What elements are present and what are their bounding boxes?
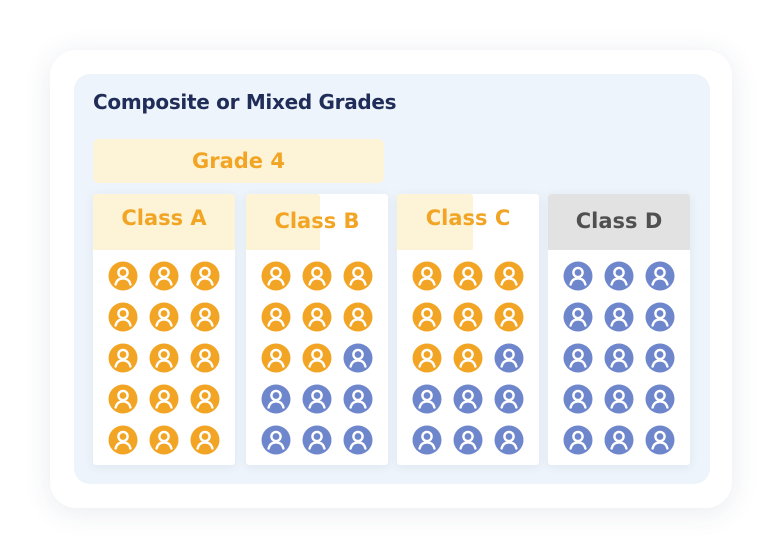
class-d-card: Class D: [548, 194, 690, 465]
person-icon: [412, 343, 442, 373]
person-icon: [261, 343, 291, 373]
person-icon: [190, 425, 220, 455]
person-icon: [261, 261, 291, 291]
person-icon: [453, 302, 483, 332]
person-icon: [412, 425, 442, 455]
class-b-header: [246, 194, 320, 250]
person-icon: [645, 302, 675, 332]
person-icon: [453, 425, 483, 455]
person-icon: [108, 261, 138, 291]
person-icon: [149, 384, 179, 414]
person-icon: [604, 302, 634, 332]
person-icon: [343, 302, 373, 332]
person-icon: [149, 302, 179, 332]
person-icon: [645, 343, 675, 373]
person-icon: [494, 384, 524, 414]
person-icon: [149, 343, 179, 373]
person-icon: [343, 384, 373, 414]
class-a-header: [93, 194, 235, 250]
person-icon: [563, 384, 593, 414]
class-c-label: Class C: [425, 206, 511, 230]
diagram-title: Composite or Mixed Grades: [93, 90, 397, 114]
person-icon: [149, 425, 179, 455]
person-icon: [563, 343, 593, 373]
person-icon: [494, 425, 524, 455]
person-icon: [343, 261, 373, 291]
person-icon: [453, 261, 483, 291]
person-icon: [604, 343, 634, 373]
person-icon: [494, 343, 524, 373]
grade-4-banner: Grade 4: [93, 139, 384, 183]
person-icon: [412, 302, 442, 332]
person-icon: [302, 343, 332, 373]
person-icon: [563, 302, 593, 332]
person-icon: [108, 425, 138, 455]
person-icon: [302, 425, 332, 455]
person-icon: [302, 261, 332, 291]
person-icon: [190, 343, 220, 373]
person-icon: [261, 302, 291, 332]
class-d-label: Class D: [575, 209, 663, 233]
person-icon: [149, 261, 179, 291]
person-icon: [453, 343, 483, 373]
person-icon: [494, 302, 524, 332]
person-icon: [190, 302, 220, 332]
class-a-label: Class A: [121, 206, 207, 230]
person-icon: [190, 384, 220, 414]
person-icon: [302, 302, 332, 332]
person-icon: [190, 261, 220, 291]
class-d-header: [548, 194, 690, 250]
class-a-card: Class A: [93, 194, 235, 465]
person-icon: [412, 384, 442, 414]
class-b-card: Class B: [246, 194, 388, 465]
person-icon: [261, 384, 291, 414]
person-icon: [261, 425, 291, 455]
class-b-label: Class B: [274, 209, 360, 233]
person-icon: [108, 302, 138, 332]
class-c-card: Class C: [397, 194, 539, 465]
person-icon: [302, 384, 332, 414]
person-icon: [343, 343, 373, 373]
person-icon: [108, 384, 138, 414]
class-c-header: [397, 194, 473, 250]
person-icon: [563, 425, 593, 455]
person-icon: [494, 261, 524, 291]
person-icon: [604, 425, 634, 455]
person-icon: [563, 261, 593, 291]
person-icon: [645, 425, 675, 455]
person-icon: [645, 261, 675, 291]
person-icon: [343, 425, 373, 455]
person-icon: [412, 261, 442, 291]
person-icon: [604, 261, 634, 291]
person-icon: [604, 384, 634, 414]
person-icon: [108, 343, 138, 373]
person-icon: [453, 384, 483, 414]
person-icon: [645, 384, 675, 414]
